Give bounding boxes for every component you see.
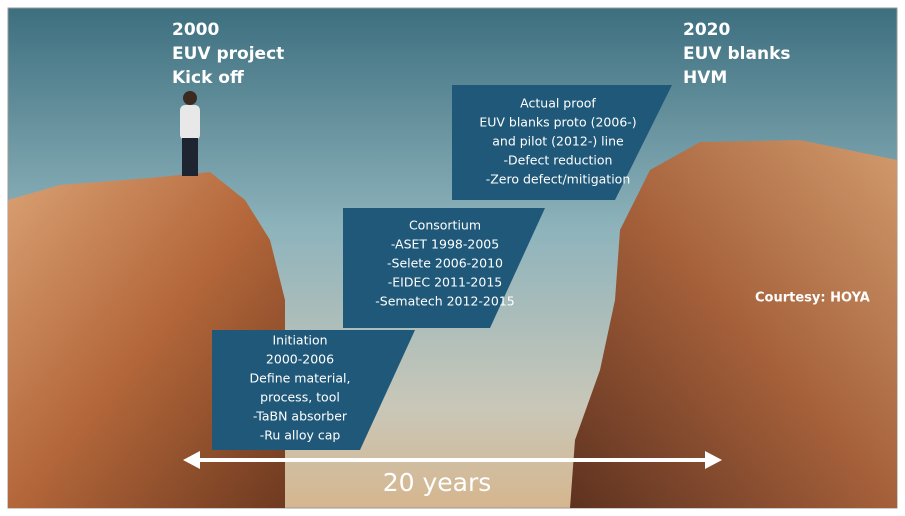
heading-line: Kick off <box>172 68 244 88</box>
arrow-head-left <box>183 451 200 469</box>
box-consortium <box>343 208 545 328</box>
span-label: 20 years <box>383 468 492 497</box>
box-line: -ASET 1998-2005 <box>391 237 499 252</box>
box-proof <box>452 85 672 200</box>
heading-line: HVM <box>683 68 727 88</box>
box-line: -Sematech 2012-2015 <box>375 294 514 309</box>
box-line: EUV blanks proto (2006-) <box>479 115 636 130</box>
box-line: Actual proof <box>520 96 596 111</box>
heading-line: 2000 <box>172 20 219 40</box>
box-line: and pilot (2012-) line <box>492 134 624 149</box>
box-line: 2000-2006 <box>266 352 334 367</box>
box-line: -EIDEC 2011-2015 <box>388 275 502 290</box>
box-line: -Selete 2006-2010 <box>387 256 503 271</box>
arrow-head-right <box>705 451 722 469</box>
box-line: Consortium <box>409 218 481 233</box>
heading-line: EUV project <box>172 44 284 64</box>
box-line: -TaBN absorber <box>253 409 348 424</box>
box-line: process, tool <box>260 390 340 405</box>
heading-line: EUV blanks <box>683 44 791 64</box>
box-line: -Defect reduction <box>504 153 613 168</box>
right-rock <box>570 140 897 508</box>
courtesy: Courtesy: HOYA <box>755 291 870 306</box>
box-line: -Zero defect/mitigation <box>486 172 631 187</box>
box-line: -Ru alloy cap <box>260 428 341 443</box>
person <box>180 91 200 176</box>
box-line: Initiation <box>272 333 327 348</box>
box-initiation <box>212 330 415 450</box>
heading-line: 2020 <box>683 20 730 40</box>
box-line: Define material, <box>250 371 351 386</box>
